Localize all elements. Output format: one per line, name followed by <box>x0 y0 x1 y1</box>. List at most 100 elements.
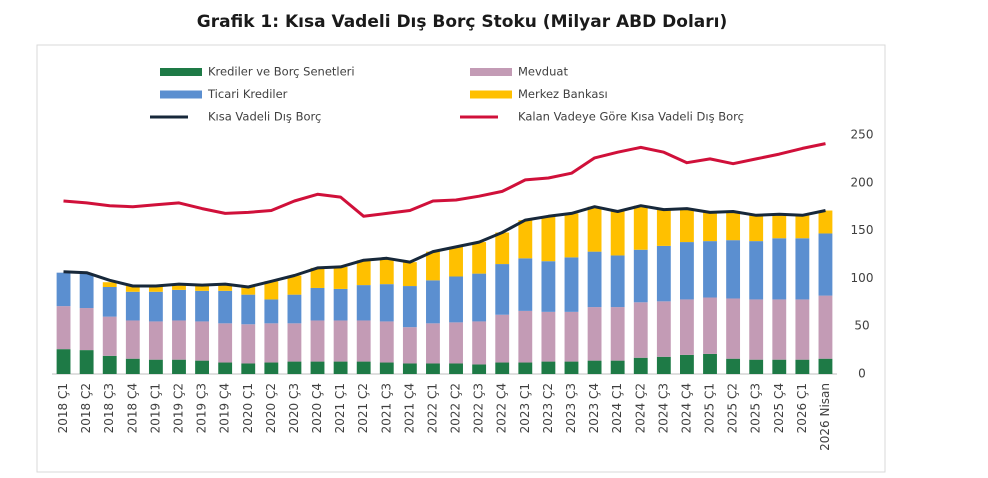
bar-segment <box>656 245 671 302</box>
bar-segment <box>172 289 186 321</box>
bar-segment <box>587 206 602 252</box>
bar-segment <box>102 287 117 317</box>
y-tick-label: 0 <box>858 367 866 381</box>
bar-segment <box>379 321 394 363</box>
bar-segment <box>472 242 487 274</box>
bar-segment <box>472 321 487 365</box>
bar-segment <box>310 320 325 362</box>
bar-segment <box>472 364 487 374</box>
bar-segment <box>449 276 463 323</box>
bar-segment <box>495 264 510 315</box>
bar-segment <box>495 232 510 265</box>
bar-segment <box>818 210 833 234</box>
legend-marker <box>470 90 512 99</box>
bar-segment <box>287 361 302 374</box>
bar-segment <box>703 212 717 242</box>
y-tick-label: 150 <box>851 223 874 237</box>
bar-segment <box>772 299 787 360</box>
bar-segment <box>518 258 533 311</box>
bar-segment <box>633 302 648 358</box>
bar-segment <box>172 359 186 374</box>
bar-segment <box>426 363 440 374</box>
bar-segment <box>195 360 209 374</box>
bar-segment <box>241 294 256 325</box>
line-series <box>63 142 826 218</box>
bar-segment <box>772 214 787 239</box>
bar-segment <box>795 215 810 239</box>
bar-segment <box>125 291 140 321</box>
x-tick-label: 2022 Ç2 <box>449 383 463 433</box>
bar-segment <box>426 323 440 364</box>
bar-segment <box>426 280 440 324</box>
bar-segment <box>726 358 741 374</box>
bar-segment <box>818 233 833 296</box>
bar-segment <box>56 349 71 374</box>
bar-segment <box>402 286 417 328</box>
bar-segment <box>264 281 279 300</box>
x-tick-label: 2022 Ç4 <box>495 383 509 433</box>
bar-segment <box>402 327 417 364</box>
bar-segment <box>218 323 233 363</box>
bar-segment <box>749 215 764 242</box>
bar-segment <box>610 360 625 374</box>
bar-segment <box>726 298 741 359</box>
bar-segment <box>356 285 371 321</box>
legend-marker <box>160 68 202 76</box>
bar-segment <box>333 266 348 289</box>
x-tick-label: 2019 Ç2 <box>171 383 185 433</box>
x-tick-label: 2019 Ç1 <box>148 383 162 433</box>
bar-segment <box>310 287 325 321</box>
bar-segment <box>287 323 302 362</box>
bar-segment <box>587 360 602 374</box>
bar-segment <box>680 242 694 300</box>
bar-segment <box>795 359 810 374</box>
bar-segment <box>241 324 256 364</box>
y-tick-label: 250 <box>851 128 874 142</box>
bar-segment <box>633 249 648 303</box>
x-tick-label: 2022 Ç3 <box>472 383 486 433</box>
x-tick-label: 2025 Ç4 <box>772 383 786 433</box>
bar-segment <box>79 350 94 374</box>
bar-segment <box>148 291 163 322</box>
x-tick-label: 2020 Ç4 <box>310 383 324 433</box>
bar-segment <box>564 311 579 362</box>
x-tick-label: 2021 Ç1 <box>333 383 347 433</box>
bar-segment <box>402 363 417 374</box>
x-tick-label: 2022 Ç1 <box>425 383 439 433</box>
bar-segment <box>379 284 394 322</box>
bar-segment <box>818 358 833 374</box>
bar-segment <box>148 286 163 292</box>
bar-segment <box>703 353 717 374</box>
x-tick-label: 2018 Ç3 <box>102 383 116 433</box>
bar-segment <box>195 290 209 322</box>
bar-segment <box>703 297 717 354</box>
x-tick-label: 2024 Ç4 <box>679 383 693 433</box>
bar-segment <box>449 322 463 364</box>
bar-segment <box>102 355 117 374</box>
bar-segment <box>587 307 602 361</box>
bar-segment <box>818 295 833 359</box>
bar-segment <box>680 299 694 355</box>
bar-segment <box>518 310 533 363</box>
bar-segment <box>310 361 325 374</box>
bar-segment <box>172 320 186 360</box>
bar-segment <box>426 251 440 281</box>
bar-segment <box>495 314 510 363</box>
x-tick-label: 2023 Ç2 <box>541 383 555 433</box>
bar-segment <box>518 220 533 259</box>
x-tick-label: 2018 Ç4 <box>125 383 139 433</box>
bar-segment <box>56 272 71 307</box>
bar-segment <box>356 260 371 286</box>
x-tick-label: 2021 Ç3 <box>379 383 393 433</box>
x-tick-label: 2018 Ç1 <box>56 383 70 433</box>
bar-segment <box>749 241 764 300</box>
bar-segment <box>79 308 94 351</box>
x-tick-label: 2023 Ç3 <box>564 383 578 433</box>
bar-segment <box>518 362 533 374</box>
bar-segment <box>264 362 279 374</box>
bar-segment <box>195 285 209 291</box>
bar-segment <box>102 316 117 356</box>
x-tick-label: 2020 Ç2 <box>264 383 278 433</box>
bar-segment <box>610 211 625 256</box>
bar-segment <box>749 359 764 374</box>
